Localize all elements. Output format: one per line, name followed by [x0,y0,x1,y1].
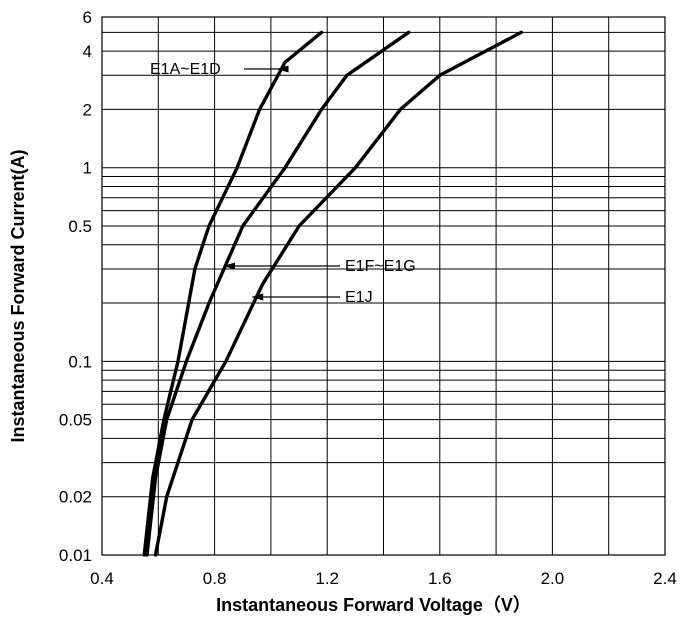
y-tick-label: 0.01 [59,546,92,565]
y-tick-label: 0.05 [59,411,92,430]
series-line-2 [145,30,411,557]
series-label: E1A~E1D [150,61,221,78]
series-line-1 [142,30,324,557]
annotation-arrowhead [276,65,289,73]
series-label: E1F~E1G [345,258,416,275]
x-tick-label: 0.4 [90,569,114,588]
annotation-layer: E1A~E1D E1F~E1G E1J [150,61,416,306]
y-tick-label: 4 [83,42,92,61]
y-axis-title: Instantaneous Forward Current(A) [8,149,28,442]
y-tick-labels: 0.01 0.02 0.05 0.1 0.5 1 2 4 6 [59,8,92,565]
x-axis-title: Instantaneous Forward Voltage（V） [216,595,531,615]
y-tick-label: 6 [83,8,92,27]
x-tick-label: 2.0 [541,569,565,588]
y-tick-label: 0.02 [59,488,92,507]
x-tick-label: 1.2 [315,569,339,588]
plot-frame [101,16,666,556]
x-tick-label: 0.8 [203,569,227,588]
x-tick-label: 1.6 [428,569,452,588]
annotation-arrowhead [223,262,236,270]
y-tick-label: 1 [83,159,92,178]
grid-layer [101,16,666,556]
curve-layer [142,30,524,557]
y-tick-label: 0.5 [68,217,92,236]
x-tick-label: 2.4 [653,569,677,588]
annotation-arrowhead [251,293,264,301]
series-label: E1J [345,289,373,306]
series-line-3 [153,30,524,557]
y-tick-label: 0.1 [68,352,92,371]
y-tick-label: 2 [83,100,92,119]
x-tick-labels: 0.4 0.8 1.2 1.6 2.0 2.4 [90,569,677,588]
